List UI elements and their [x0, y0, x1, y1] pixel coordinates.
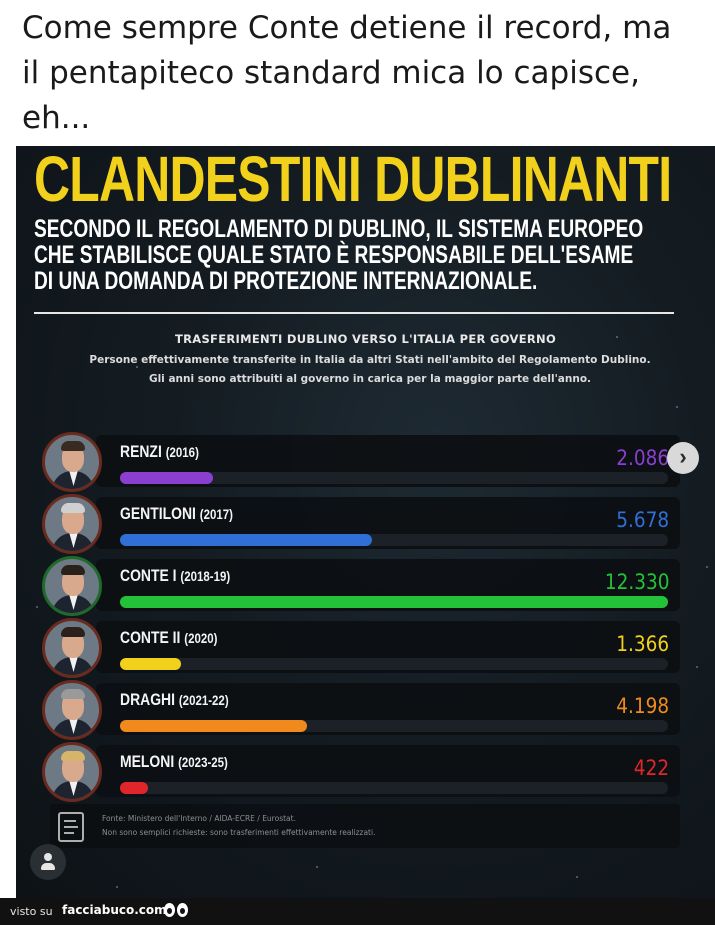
politician-avatar [42, 618, 102, 678]
bar-category-label: MELONI (2023-25) [120, 752, 228, 772]
chart-description-line-1: Persone effettivamente transferite in It… [89, 354, 651, 366]
next-arrow-button[interactable]: › [667, 442, 699, 474]
bar [120, 534, 372, 546]
government-name: DRAGHI [120, 690, 179, 709]
infographic: CLANDESTINI DUBLINANTI SECONDO IL REGOLA… [16, 146, 715, 898]
bar-value-label: 422 [633, 756, 669, 780]
eyes-logo-icon [164, 901, 190, 919]
bar-value-label: 5.678 [616, 508, 669, 532]
bar-value-label: 1.366 [616, 632, 669, 656]
bar-row: DRAGHI (2021-22) 4.198 [36, 680, 681, 740]
government-years: (2021-22) [178, 692, 229, 708]
politician-avatar [42, 556, 102, 616]
government-name: RENZI [120, 442, 166, 461]
bar-category-label: DRAGHI (2021-22) [120, 690, 229, 710]
bar [120, 720, 307, 732]
bar-category-label: CONTE II (2020) [120, 628, 217, 648]
bar-category-label: CONTE I (2018-19) [120, 566, 230, 586]
bar-value-label: 12.330 [604, 570, 669, 594]
chart-title: TRASFERIMENTI DUBLINO VERSO L'ITALIA PER… [174, 332, 557, 346]
subheadline: SECONDO IL REGOLAMENTO DI DUBLINO, IL SI… [34, 215, 644, 295]
user-icon[interactable] [30, 844, 66, 880]
source-line: Fonte: Ministero dell'Interno / AIDA-ECR… [102, 814, 296, 823]
politician-avatar [42, 432, 102, 492]
bar-row: GENTILONI (2017) 5.678 [36, 494, 681, 554]
politician-avatar [42, 742, 102, 802]
government-years: (2016) [165, 444, 199, 460]
divider [34, 312, 674, 314]
bar-row: RENZI (2016) 2.086 [36, 432, 681, 492]
bar-track [120, 472, 668, 484]
chart-description: Persone effettivamente transferite in It… [40, 351, 700, 389]
government-years: (2018-19) [180, 568, 231, 584]
bar-category-label: RENZI (2016) [120, 442, 199, 462]
bar-value-label: 4.198 [616, 694, 669, 718]
government-years: (2023-25) [178, 754, 228, 770]
bar-row: MELONI (2023-25) 422 [36, 742, 681, 802]
bar [120, 658, 181, 670]
document-icon [58, 812, 84, 842]
government-name: MELONI [120, 752, 179, 771]
site-link[interactable]: facciabuco.com [62, 903, 167, 917]
disclaimer-line: Non sono semplici richieste: sono trasfe… [102, 828, 376, 837]
source-text: Fonte: Ministero dell'Interno / AIDA-ECR… [102, 812, 662, 840]
government-name: GENTILONI [120, 504, 200, 523]
bar-category-label: GENTILONI (2017) [120, 504, 233, 524]
politician-avatar [42, 494, 102, 554]
bar-track [120, 596, 668, 608]
site-footer-bar: visto su facciabuco.com [0, 898, 715, 925]
bar-track [120, 534, 668, 546]
government-name: CONTE I [120, 566, 181, 585]
bar [120, 596, 668, 608]
post-caption: Come sempre Conte detiene il record, ma … [22, 10, 672, 136]
source-note: Fonte: Ministero dell'Interno / AIDA-ECR… [50, 804, 680, 848]
bar [120, 472, 213, 484]
bar-row: CONTE II (2020) 1.366 [36, 618, 681, 678]
visto-label: visto su [10, 905, 53, 918]
bar-value-label: 2.086 [616, 446, 669, 470]
bar-track [120, 782, 668, 794]
bar-track [120, 720, 668, 732]
politician-avatar [42, 680, 102, 740]
government-years: (2017) [199, 506, 233, 522]
bar [120, 782, 148, 794]
bar-row: CONTE I (2018-19) 12.330 [36, 556, 681, 616]
government-years: (2020) [184, 630, 218, 646]
government-name: CONTE II [120, 628, 185, 647]
bar-track [120, 658, 668, 670]
headline: CLANDESTINI DUBLINANTI [34, 146, 672, 215]
chart-description-line-2: Gli anni sono attribuiti al governo in c… [148, 373, 592, 385]
